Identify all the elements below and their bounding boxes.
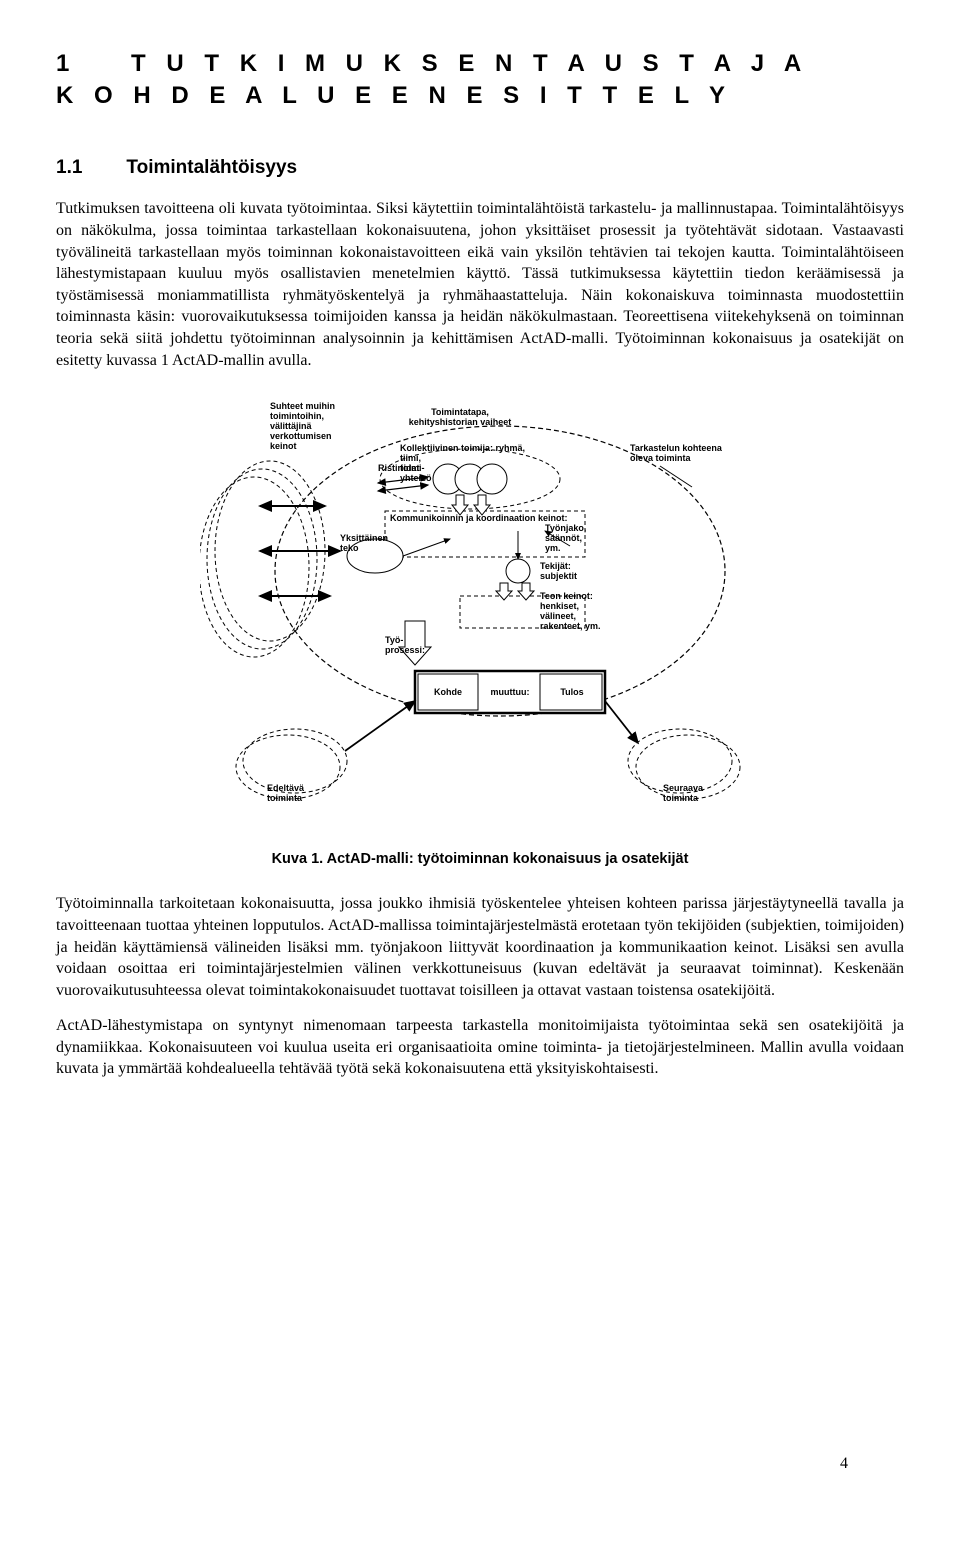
body-paragraph: Työtoiminnalla tarkoitetaan kokonaisuutt…: [56, 893, 904, 1001]
label-seuraava: Seuraavatoiminta: [663, 783, 704, 803]
section-title: 1.1 Toimintalähtöisyys: [56, 155, 904, 181]
chapter-number: 1: [56, 50, 76, 77]
subject-icon: [506, 559, 530, 583]
label-tekijat: Tekijät:subjektit: [540, 561, 577, 581]
actad-diagram: Suhteet muihintoimintoihin,välittäjinäve…: [200, 391, 760, 828]
actad-svg: Suhteet muihintoimintoihin,välittäjinäve…: [200, 391, 760, 821]
chapter-title-text: T U T K I M U K S E N T A U S T A J AK O…: [56, 50, 808, 109]
figure-caption: Kuva 1. ActAD-malli: työtoiminnan kokona…: [56, 850, 904, 870]
body-paragraph: ActAD-lähestymistapa on syntynyt nimenom…: [56, 1015, 904, 1080]
means-down-arrows-icon: [496, 583, 534, 600]
label-tulos: Tulos: [560, 687, 583, 697]
label-kommunikointi: Kommunikoinnin ja koordinaation keinot:: [390, 513, 568, 523]
section-number: 1.1: [56, 155, 82, 181]
down-arrows-icon: [452, 495, 490, 515]
label-muuttuu: muuttuu:: [491, 687, 530, 697]
section-title-text: Toimintalähtöisyys: [126, 157, 297, 178]
label-suhteet: Suhteet muihintoimintoihin,välittäjinäve…: [270, 401, 335, 451]
label-edeltava: Edeltävätoiminta: [267, 783, 305, 803]
chapter-title: 1 T U T K I M U K S E N T A U S T A J AK…: [56, 48, 904, 113]
label-tarkastelu: Tarkastelun kohteenaoleva toiminta: [630, 443, 723, 463]
label-ristiriidat: Ristiriidat: [378, 463, 420, 473]
left-relation-arrows: [260, 506, 340, 596]
label-toimintatapa: Toimintatapa,kehityshistorian vaiheet: [409, 407, 512, 427]
label-kohde: Kohde: [434, 687, 462, 697]
label-tyonjako: Työnjako,säännöt,ym.: [545, 523, 586, 553]
label-teonkeinot: Teon keinot:henkiset,välineet,rakenteet,…: [540, 591, 601, 631]
work-process-arrow-icon: [399, 621, 431, 665]
page-number: 4: [840, 1453, 848, 1475]
body-paragraph: Tutkimuksen tavoitteena oli kuvata työto…: [56, 198, 904, 371]
